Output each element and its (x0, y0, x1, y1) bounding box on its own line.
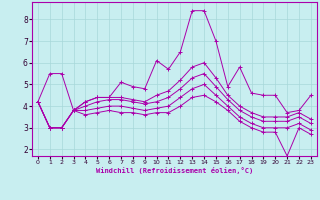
X-axis label: Windchill (Refroidissement éolien,°C): Windchill (Refroidissement éolien,°C) (96, 167, 253, 174)
